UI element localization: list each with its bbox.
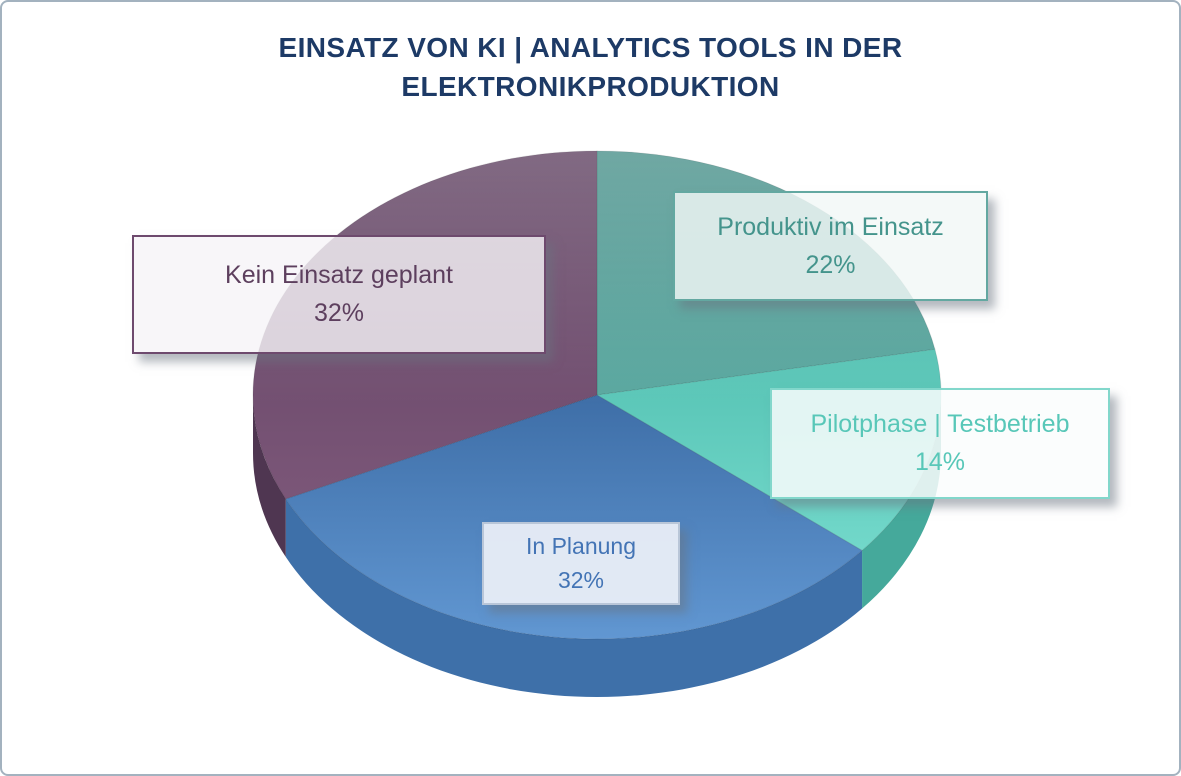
label-box-in-planung: In Planung 32% xyxy=(482,522,680,605)
slice-label-kein-einsatz-geplant: Kein Einsatz geplant xyxy=(225,261,453,289)
slice-percent-in-planung: 32% xyxy=(557,567,605,593)
label-box-pilotphase-testbetrieb: Pilotphase | Testbetrieb 14% xyxy=(770,388,1110,499)
label-box-kein-einsatz-geplant: Kein Einsatz geplant 32% xyxy=(132,235,546,354)
slice-label-in-planung: In Planung xyxy=(526,533,636,559)
label-box-produktiv-im-einsatz: Produktiv im Einsatz 22% xyxy=(673,191,988,301)
slice-label-pilotphase-testbetrieb: Pilotphase | Testbetrieb xyxy=(810,410,1070,438)
chart-title: EINSATZ VON KI | ANALYTICS TOOLS IN DER … xyxy=(2,28,1179,106)
slice-label-produktiv-im-einsatz: Produktiv im Einsatz xyxy=(717,212,944,241)
pie-slice-side-in-planung xyxy=(285,498,863,698)
slice-percent-kein-einsatz-geplant: 32% xyxy=(313,299,365,327)
slice-percent-pilotphase-testbetrieb: 14% xyxy=(914,448,966,476)
chart-title-line2: ELEKTRONIKPRODUKTION xyxy=(401,71,780,102)
slice-percent-produktiv-im-einsatz: 22% xyxy=(805,250,856,279)
chart-title-line1: EINSATZ VON KI | ANALYTICS TOOLS IN DER xyxy=(278,32,903,63)
